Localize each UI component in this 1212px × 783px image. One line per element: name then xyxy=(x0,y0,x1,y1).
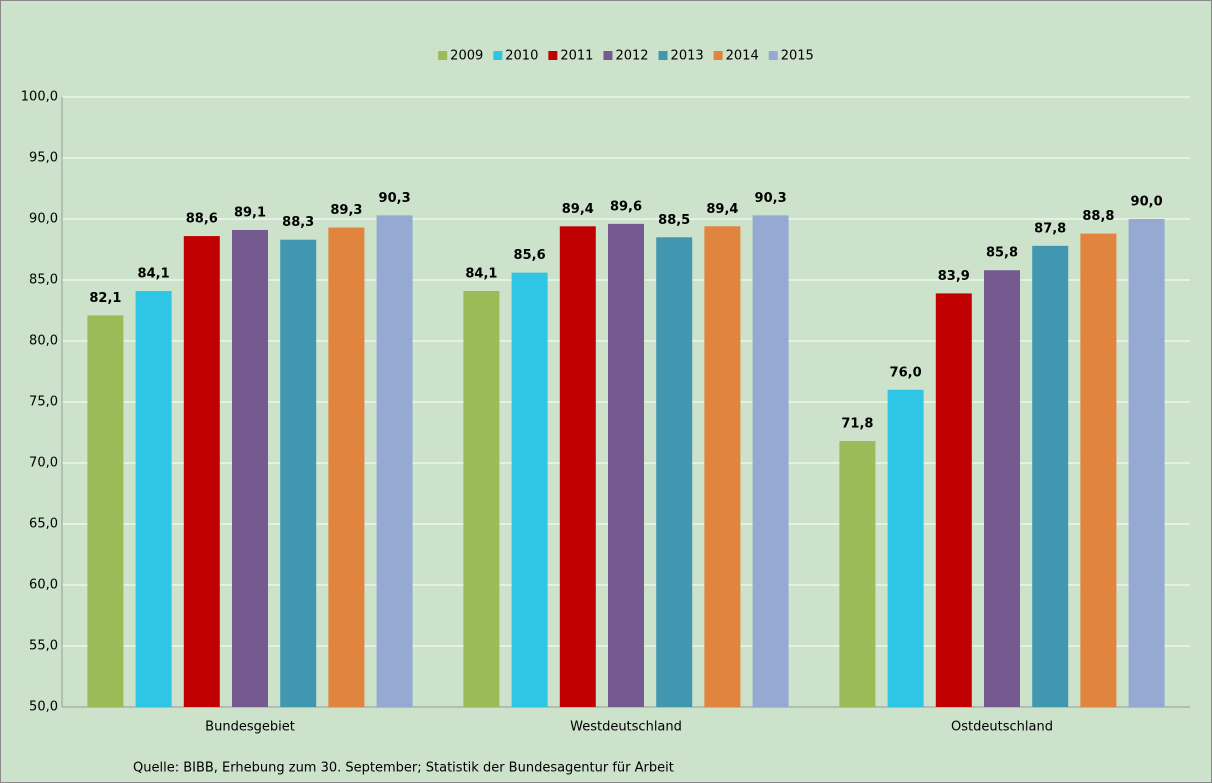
y-tick-label: 50,0 xyxy=(29,700,58,715)
legend-label: 2010 xyxy=(505,49,538,64)
value-label: 88,8 xyxy=(1082,209,1114,224)
value-label: 84,1 xyxy=(138,266,170,281)
legend-swatch xyxy=(713,51,723,60)
bar xyxy=(1032,245,1069,707)
bar xyxy=(559,226,596,707)
source-note: Quelle: BIBB, Erhebung zum 30. September… xyxy=(133,761,674,776)
y-tick-label: 85,0 xyxy=(29,273,58,288)
legend-swatch xyxy=(493,51,503,60)
value-label: 84,1 xyxy=(465,266,497,281)
bar xyxy=(1080,233,1117,707)
value-label: 82,1 xyxy=(89,291,121,306)
bar xyxy=(887,389,924,707)
value-label: 71,8 xyxy=(841,417,873,432)
legend-swatch xyxy=(768,51,778,60)
legend-label: 2013 xyxy=(671,49,704,64)
value-label: 89,6 xyxy=(610,199,642,214)
legend-label: 2014 xyxy=(726,49,759,64)
legend-swatch xyxy=(438,51,448,60)
bar xyxy=(183,236,220,707)
legend-label: 2015 xyxy=(781,49,814,64)
y-tick-label: 55,0 xyxy=(29,639,58,654)
legend: 2009 2010 2011 2012 2013 2014 2015 xyxy=(438,49,814,64)
value-label: 89,3 xyxy=(330,203,362,218)
value-label: 83,9 xyxy=(938,269,970,284)
y-tick-label: 100,0 xyxy=(21,90,58,105)
y-tick-label: 90,0 xyxy=(29,212,58,227)
y-tick-label: 60,0 xyxy=(29,578,58,593)
bar xyxy=(463,290,500,707)
legend-label: 2012 xyxy=(615,49,648,64)
bar xyxy=(839,441,876,707)
value-label: 85,8 xyxy=(986,246,1018,261)
y-tick-label: 70,0 xyxy=(29,456,58,471)
x-tick-label: Ostdeutschland xyxy=(951,720,1053,735)
y-tick-label: 75,0 xyxy=(29,395,58,410)
value-label: 88,5 xyxy=(658,213,690,228)
bar xyxy=(752,215,789,707)
value-label: 90,3 xyxy=(379,191,411,206)
value-label: 90,0 xyxy=(1131,195,1163,210)
bar xyxy=(704,226,741,707)
y-tick-label: 95,0 xyxy=(29,151,58,166)
value-label: 89,4 xyxy=(562,202,594,217)
legend-swatch xyxy=(603,51,613,60)
legend-label: 2011 xyxy=(560,49,593,64)
value-label: 88,3 xyxy=(282,215,314,230)
value-label: 89,4 xyxy=(706,202,738,217)
value-label: 89,1 xyxy=(234,205,266,220)
y-tick-label: 80,0 xyxy=(29,334,58,349)
bar xyxy=(280,239,317,708)
x-tick-label: Bundesgebiet xyxy=(205,720,295,735)
value-label: 88,6 xyxy=(186,212,218,227)
bar xyxy=(656,237,693,708)
value-label: 76,0 xyxy=(890,365,922,380)
bar xyxy=(1128,219,1165,707)
bar xyxy=(135,290,172,707)
value-label: 85,6 xyxy=(514,248,546,263)
bar xyxy=(608,223,644,707)
y-tick-label: 65,0 xyxy=(29,517,58,532)
bar xyxy=(984,270,1020,707)
bar xyxy=(511,272,548,707)
bar xyxy=(232,229,268,708)
bar xyxy=(328,227,365,708)
value-label: 90,3 xyxy=(755,191,787,206)
legend-swatch xyxy=(548,51,558,60)
x-tick-label: Westdeutschland xyxy=(570,720,682,735)
bar xyxy=(376,215,413,707)
bar xyxy=(87,315,124,707)
bar xyxy=(935,293,972,707)
value-label: 87,8 xyxy=(1034,221,1066,236)
legend-swatch xyxy=(658,51,668,60)
legend-label: 2009 xyxy=(450,49,483,64)
